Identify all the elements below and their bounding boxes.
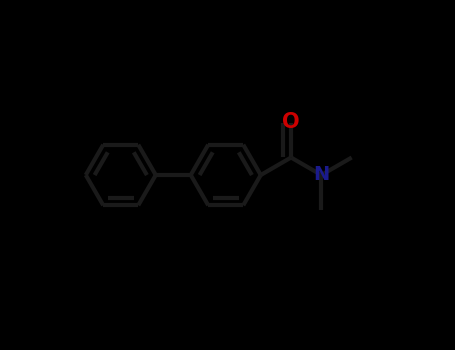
Text: O: O xyxy=(282,112,300,133)
Text: N: N xyxy=(313,166,329,184)
